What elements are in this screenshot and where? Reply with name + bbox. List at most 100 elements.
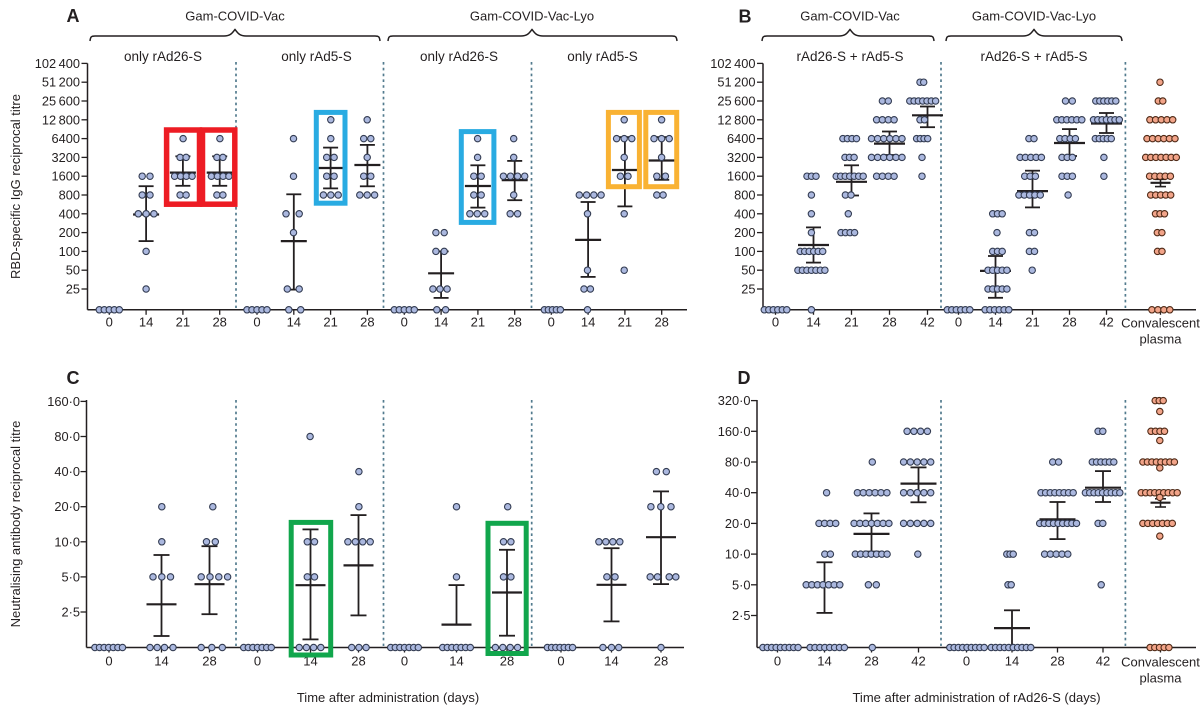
svg-text:rAd26-S + rAd5-S: rAd26-S + rAd5-S: [797, 49, 904, 64]
svg-text:0: 0: [254, 654, 261, 669]
svg-text:21: 21: [323, 315, 337, 330]
svg-text:160·0: 160·0: [47, 394, 80, 409]
svg-text:Time after administration of r: Time after administration of rAd26-S (da…: [852, 690, 1100, 705]
svg-text:200: 200: [59, 225, 80, 240]
svg-text:RBD-specific IgG reciprocal ti: RBD-specific IgG reciprocal titre: [8, 94, 23, 279]
svg-text:rAd26-S + rAd5-S: rAd26-S + rAd5-S: [981, 49, 1088, 64]
svg-text:42: 42: [1096, 654, 1110, 669]
svg-text:2·5: 2·5: [732, 608, 751, 623]
svg-text:21: 21: [1025, 315, 1039, 330]
svg-text:25: 25: [66, 282, 80, 297]
svg-text:0: 0: [401, 654, 408, 669]
svg-text:25 600: 25 600: [42, 94, 80, 109]
svg-text:12 800: 12 800: [42, 112, 80, 127]
svg-text:0: 0: [774, 654, 781, 669]
svg-text:D: D: [738, 368, 751, 388]
svg-text:800: 800: [734, 188, 755, 203]
svg-text:Convalescent: Convalescent: [1121, 655, 1200, 670]
svg-text:12 800: 12 800: [717, 112, 755, 127]
svg-text:80·0: 80·0: [725, 455, 751, 470]
svg-text:28: 28: [1062, 315, 1076, 330]
svg-text:28: 28: [202, 654, 216, 669]
svg-text:14: 14: [581, 315, 595, 330]
svg-text:28: 28: [864, 654, 878, 669]
svg-text:400: 400: [59, 206, 80, 221]
svg-text:A: A: [67, 6, 80, 26]
svg-text:C: C: [67, 368, 80, 388]
svg-text:42: 42: [1099, 315, 1113, 330]
svg-text:Neutralising antibody reciproc: Neutralising antibody reciprocal titre: [8, 421, 23, 628]
svg-text:0: 0: [557, 654, 564, 669]
svg-text:plasma: plasma: [1140, 332, 1183, 347]
svg-text:50: 50: [66, 263, 80, 278]
svg-text:28: 28: [500, 654, 514, 669]
svg-text:0: 0: [401, 315, 408, 330]
svg-text:Gam-COVID-Vac-Lyo: Gam-COVID-Vac-Lyo: [972, 9, 1096, 24]
svg-text:only rAd5-S: only rAd5-S: [281, 49, 352, 64]
svg-text:20·0: 20·0: [54, 499, 80, 514]
svg-text:21: 21: [176, 315, 190, 330]
svg-text:25 600: 25 600: [717, 94, 755, 109]
svg-text:2·5: 2·5: [62, 605, 81, 620]
svg-text:14: 14: [988, 315, 1002, 330]
svg-text:0: 0: [772, 315, 779, 330]
svg-text:28: 28: [351, 654, 365, 669]
svg-text:14: 14: [434, 315, 448, 330]
svg-text:21: 21: [844, 315, 858, 330]
svg-text:10·0: 10·0: [54, 534, 80, 549]
svg-text:14: 14: [806, 315, 820, 330]
svg-text:only rAd26-S: only rAd26-S: [124, 49, 202, 64]
svg-text:50: 50: [741, 263, 755, 278]
svg-text:plasma: plasma: [1140, 671, 1183, 686]
svg-text:0: 0: [106, 315, 113, 330]
svg-text:20·0: 20·0: [725, 516, 751, 531]
svg-text:14: 14: [817, 654, 831, 669]
svg-text:21: 21: [618, 315, 632, 330]
svg-text:3200: 3200: [727, 150, 755, 165]
svg-text:800: 800: [59, 188, 80, 203]
svg-text:1600: 1600: [52, 169, 80, 184]
svg-text:Gam-COVID-Vac: Gam-COVID-Vac: [800, 9, 900, 24]
svg-text:Gam-COVID-Vac: Gam-COVID-Vac: [185, 9, 285, 24]
svg-text:100: 100: [734, 244, 755, 259]
svg-text:25: 25: [741, 282, 755, 297]
svg-text:0: 0: [955, 315, 962, 330]
svg-text:28: 28: [212, 315, 226, 330]
svg-text:0: 0: [105, 654, 112, 669]
svg-text:320·0: 320·0: [718, 393, 751, 408]
svg-text:40·0: 40·0: [725, 485, 751, 500]
svg-text:21: 21: [471, 315, 485, 330]
svg-text:102 400: 102 400: [35, 56, 80, 71]
svg-text:Gam-COVID-Vac-Lyo: Gam-COVID-Vac-Lyo: [470, 9, 594, 24]
svg-text:0: 0: [548, 315, 555, 330]
svg-text:14: 14: [139, 315, 153, 330]
svg-text:400: 400: [734, 206, 755, 221]
svg-text:14: 14: [287, 315, 301, 330]
svg-text:42: 42: [911, 654, 925, 669]
svg-text:28: 28: [882, 315, 896, 330]
svg-text:100: 100: [59, 244, 80, 259]
svg-text:51 200: 51 200: [42, 75, 80, 90]
svg-text:40·0: 40·0: [54, 464, 80, 479]
svg-text:Convalescent: Convalescent: [1121, 316, 1200, 331]
svg-text:28: 28: [654, 654, 668, 669]
svg-text:28: 28: [1050, 654, 1064, 669]
svg-text:200: 200: [734, 225, 755, 240]
svg-text:28: 28: [507, 315, 521, 330]
svg-text:0: 0: [963, 654, 970, 669]
svg-text:3200: 3200: [52, 150, 80, 165]
svg-text:6400: 6400: [52, 131, 80, 146]
svg-text:5·0: 5·0: [732, 577, 751, 592]
svg-text:28: 28: [654, 315, 668, 330]
svg-text:0: 0: [253, 315, 260, 330]
svg-text:51 200: 51 200: [717, 75, 755, 90]
svg-text:5·0: 5·0: [62, 569, 81, 584]
svg-text:42: 42: [920, 315, 934, 330]
svg-text:10·0: 10·0: [725, 547, 751, 562]
svg-text:only rAd5-S: only rAd5-S: [567, 49, 638, 64]
svg-text:14: 14: [1005, 654, 1019, 669]
svg-text:28: 28: [360, 315, 374, 330]
svg-text:80·0: 80·0: [54, 429, 80, 444]
svg-text:only rAd26-S: only rAd26-S: [420, 49, 498, 64]
svg-text:14: 14: [604, 654, 618, 669]
